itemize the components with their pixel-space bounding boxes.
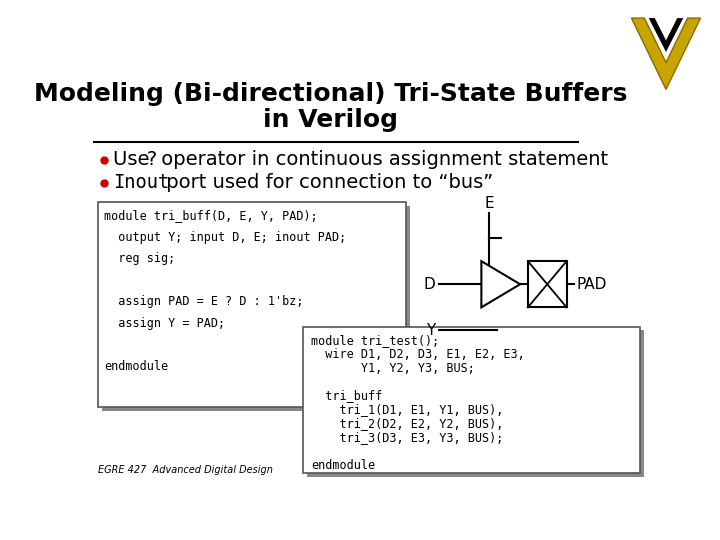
- Text: port used for connection to “bus”: port used for connection to “bus”: [160, 173, 493, 192]
- Text: tri_3(D3, E3, Y3, BUS);: tri_3(D3, E3, Y3, BUS);: [311, 431, 503, 444]
- Bar: [528, 261, 567, 307]
- Text: assign Y = PAD;: assign Y = PAD;: [104, 317, 225, 330]
- Text: endmodule: endmodule: [104, 360, 168, 373]
- Text: reg sig;: reg sig;: [104, 252, 175, 265]
- Text: endmodule: endmodule: [311, 458, 375, 472]
- Text: E: E: [485, 196, 494, 211]
- Text: tri_buff: tri_buff: [311, 389, 382, 402]
- Text: D: D: [423, 276, 435, 292]
- Text: Y1, Y2, Y3, BUS;: Y1, Y2, Y3, BUS;: [311, 362, 474, 375]
- Text: EGRE 427  Advanced Digital Design: EGRE 427 Advanced Digital Design: [98, 465, 273, 475]
- Text: tri_2(D2, E2, Y2, BUS),: tri_2(D2, E2, Y2, BUS),: [311, 417, 503, 430]
- Text: output Y; input D, E; inout PAD;: output Y; input D, E; inout PAD;: [104, 231, 346, 244]
- Polygon shape: [631, 18, 701, 89]
- Text: ?: ?: [145, 150, 158, 169]
- Bar: [303, 327, 640, 473]
- Text: Use: Use: [113, 150, 156, 169]
- Text: wire D1, D2, D3, E1, E2, E3,: wire D1, D2, D3, E1, E2, E3,: [311, 348, 525, 361]
- Text: Inout: Inout: [113, 173, 169, 192]
- Text: Modeling (Bi-directional) Tri-State Buffers: Modeling (Bi-directional) Tri-State Buff…: [34, 82, 627, 106]
- Bar: [98, 202, 406, 408]
- Text: operator in continuous assignment statement: operator in continuous assignment statem…: [155, 150, 608, 169]
- Bar: [307, 330, 644, 477]
- Polygon shape: [482, 261, 520, 307]
- Text: in Verilog: in Verilog: [263, 108, 397, 132]
- Polygon shape: [649, 18, 683, 52]
- Text: PAD: PAD: [577, 276, 607, 292]
- Text: assign PAD = E ? D : 1'bz;: assign PAD = E ? D : 1'bz;: [104, 295, 303, 308]
- Text: module tri_test();: module tri_test();: [311, 334, 439, 347]
- Text: module tri_buff(D, E, Y, PAD);: module tri_buff(D, E, Y, PAD);: [104, 209, 318, 222]
- Text: Y: Y: [426, 323, 435, 338]
- Text: tri_1(D1, E1, Y1, BUS),: tri_1(D1, E1, Y1, BUS),: [311, 403, 503, 416]
- Bar: [102, 206, 410, 411]
